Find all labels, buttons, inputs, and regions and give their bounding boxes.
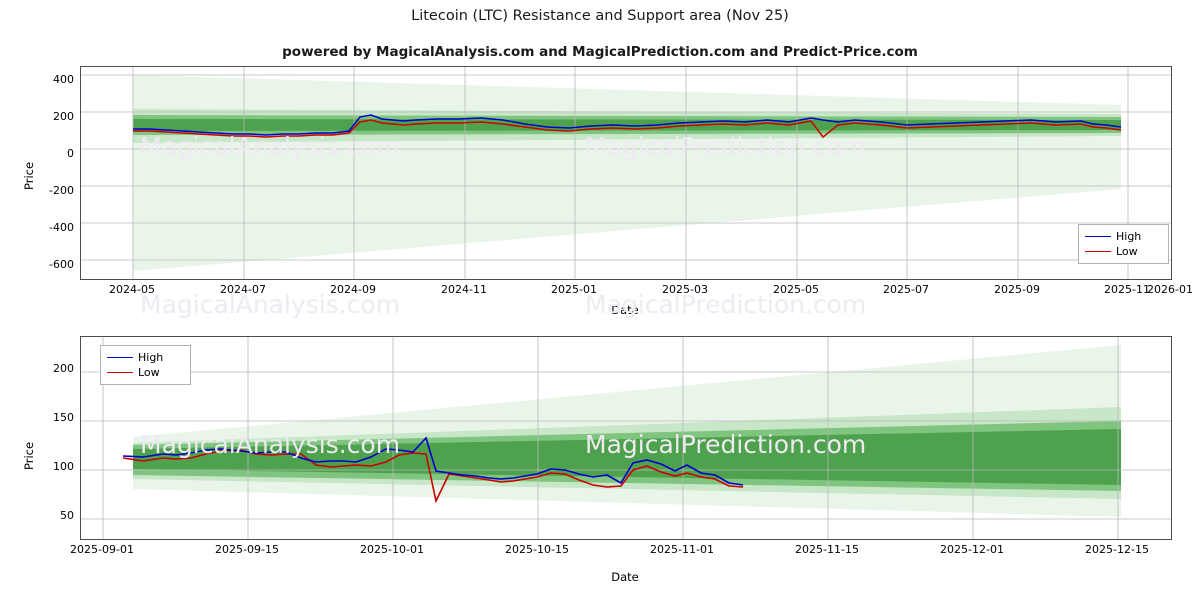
bottom-ytick-50: 50 — [60, 509, 74, 522]
legend-line-low-icon — [107, 372, 133, 373]
top-xtick-6: 2025-05 — [773, 283, 819, 296]
top-ytick-0: 0 — [67, 147, 74, 160]
top-ytick-neg200: -200 — [49, 184, 74, 197]
bottom-xtick-5: 2025-11-15 — [795, 543, 859, 556]
top-gridlines — [81, 67, 1171, 279]
top-xtick-3: 2024-11 — [441, 283, 487, 296]
bottom-plot-svg — [81, 337, 1171, 539]
legend-entry-low: Low — [1085, 244, 1161, 259]
top-ytick-400: 400 — [53, 73, 74, 86]
top-xtick-5: 2025-03 — [662, 283, 708, 296]
bottom-ytick-200: 200 — [53, 362, 74, 375]
top-xtick-7: 2025-07 — [883, 283, 929, 296]
page-title: Litecoin (LTC) Resistance and Support ar… — [411, 8, 789, 24]
legend-entry-high: High — [107, 350, 183, 365]
top-plot-area — [80, 66, 1172, 280]
top-plot-svg — [81, 67, 1171, 279]
legend-entry-high: High — [1085, 229, 1161, 244]
legend-line-high-icon — [1085, 236, 1111, 237]
page-subtitle: powered by MagicalAnalysis.com and Magic… — [282, 44, 918, 60]
top-xtick-4: 2025-01 — [551, 283, 597, 296]
bottom-xtick-7: 2025-12-15 — [1085, 543, 1149, 556]
bottom-series-high — [122, 436, 744, 486]
bottom-ytick-150: 150 — [53, 411, 74, 424]
top-ytick-neg400: -400 — [49, 221, 74, 234]
bottom-xtick-6: 2025-12-01 — [940, 543, 1004, 556]
bottom-xtick-0: 2025-09-01 — [70, 543, 134, 556]
bottom-xtick-2: 2025-10-01 — [360, 543, 424, 556]
legend-label-high: High — [1116, 230, 1142, 243]
legend-label-high: High — [138, 351, 164, 364]
bottom-xtick-3: 2025-10-15 — [505, 543, 569, 556]
top-xtick-2: 2024-09 — [330, 283, 376, 296]
bottom-chart-legend[interactable]: High Low — [100, 345, 191, 385]
top-xtick-1: 2024-07 — [220, 283, 266, 296]
legend-entry-low: Low — [107, 365, 183, 380]
top-xtick-8: 2025-09 — [994, 283, 1040, 296]
top-series-high — [133, 114, 1122, 136]
legend-label-low: Low — [138, 366, 160, 379]
top-chart-xlabel: Date — [611, 303, 639, 317]
legend-line-low-icon — [1085, 251, 1111, 252]
bottom-ytick-100: 100 — [53, 460, 74, 473]
top-xtick-10: 2026-01 — [1147, 283, 1193, 296]
top-series-low — [133, 119, 1122, 139]
legend-label-low: Low — [1116, 245, 1138, 258]
bottom-xtick-1: 2025-09-15 — [215, 543, 279, 556]
band-core-dark — [133, 429, 1121, 485]
legend-line-high-icon — [107, 357, 133, 358]
band-outer-pale — [133, 75, 1121, 271]
bottom-xtick-4: 2025-11-01 — [650, 543, 714, 556]
top-ytick-neg600: -600 — [49, 258, 74, 271]
top-xtick-9: 2025-11 — [1104, 283, 1150, 296]
bottom-chart-xlabel: Date — [611, 570, 639, 584]
top-chart-legend[interactable]: High Low — [1078, 224, 1169, 264]
bottom-gridlines — [81, 337, 1171, 539]
top-ytick-200: 200 — [53, 110, 74, 123]
bottom-plot-area — [80, 336, 1172, 540]
top-xtick-0: 2024-05 — [109, 283, 155, 296]
